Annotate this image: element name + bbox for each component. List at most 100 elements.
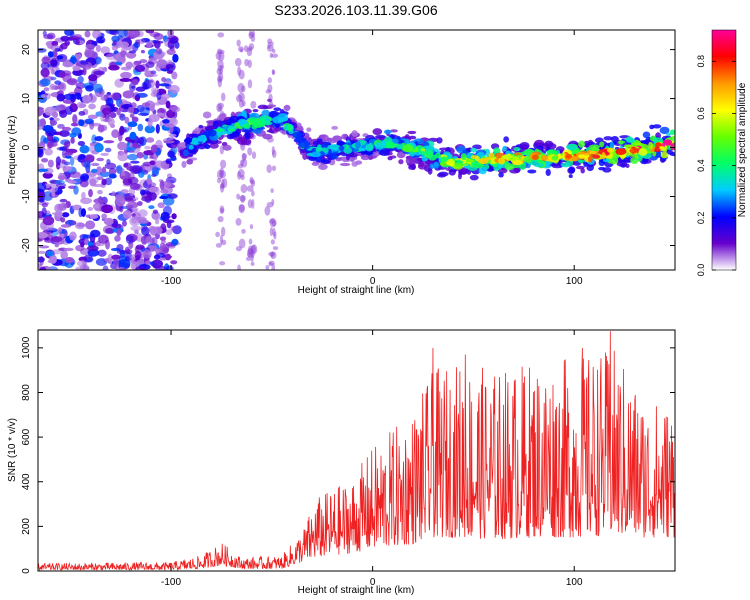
spectrogram-noise-blob (78, 207, 83, 218)
spectrogram-streak-blob (247, 199, 253, 209)
spectrogram-noise-blob (151, 211, 160, 220)
spectrogram-streak-blob (217, 216, 224, 223)
spectrogram-noise-blob (95, 243, 106, 247)
spectrogram-noise-blob (80, 241, 85, 248)
spectrogram-ridge-blob (188, 144, 194, 150)
spectrogram-x-tick-label: 100 (566, 276, 583, 287)
spectrogram-noise-blob (65, 155, 72, 159)
spectrogram-noise-blob (128, 30, 141, 38)
spectrogram-ridge-blob (186, 158, 194, 165)
spectrogram-ridge-blob (497, 157, 505, 165)
spectrogram-noise-blob (75, 266, 88, 270)
spectrogram-noise-blob (145, 30, 155, 34)
spectrogram-noise-blob (159, 180, 165, 190)
spectrogram-ridge-blob (466, 159, 475, 163)
spectrogram-noise-blob (84, 49, 93, 58)
spectrogram-streak-blob (267, 84, 273, 93)
spectrogram-noise-blob (42, 125, 54, 132)
spectrogram-noise-blob (41, 158, 49, 163)
spectrogram-streak-blob (271, 53, 279, 58)
spectrogram-streak-blob (238, 69, 245, 80)
spectrogram-noise-blob (103, 140, 115, 144)
spectrogram-noise-blob (84, 30, 91, 38)
spectrogram-ridge-blob (570, 155, 580, 162)
spectrogram-noise-blob (150, 144, 158, 154)
spectrogram-noise-blob (43, 34, 54, 40)
spectrogram-noise-blob (145, 260, 152, 265)
snr-y-label: SNR (10 * v/v) (7, 418, 18, 482)
spectrogram-noise-blob (84, 118, 94, 125)
spectrogram-noise-blob (93, 70, 105, 76)
spectrogram-streak-blob (238, 238, 246, 249)
spectrogram-streak-blob (217, 102, 224, 109)
spectrogram-noise-blob (125, 51, 137, 59)
spectrogram-noise-blob (39, 118, 46, 127)
spectrogram-noise-blob (116, 108, 121, 116)
spectrogram-noise-blob (100, 152, 109, 156)
spectrogram-noise-blob (71, 127, 82, 136)
spectrogram-noise-blob (85, 85, 94, 92)
spectrogram-ridge-blob (568, 166, 576, 174)
spectrogram-ridge-blob (551, 155, 559, 161)
spectrogram-noise-blob (141, 226, 150, 236)
spectrogram-ridge-blob (540, 155, 549, 161)
spectrogram-noise-blob (47, 159, 54, 168)
spectrogram-y-tick-label: 10 (21, 93, 32, 105)
spectrogram-noise-blob (63, 247, 74, 252)
spectrogram-noise-blob (95, 44, 101, 53)
spectrogram-noise-blob (116, 164, 123, 175)
spectrogram-streak-blob (244, 58, 249, 67)
spectrogram-streak-blob (251, 151, 257, 159)
spectrogram-noise-blob (99, 171, 111, 178)
spectrogram-noise-blob (168, 84, 180, 94)
spectrogram-ridge-blob (383, 129, 392, 135)
colorbar-label: Normalized spectral amplitude (737, 82, 748, 217)
spectrogram-noise-blob (148, 187, 159, 193)
spectrogram-ridge-blob (649, 124, 655, 130)
spectrogram-noise-blob (131, 216, 138, 224)
spectrogram-noise-blob (79, 179, 89, 188)
spectrogram-ridge-blob (592, 154, 601, 159)
spectrogram-noise-blob (69, 156, 75, 166)
spectrogram-noise-blob (151, 259, 164, 269)
spectrogram-noise-blob (135, 233, 143, 242)
spectrogram-noise-blob (111, 254, 121, 260)
spectrogram-ridge-blob (191, 137, 199, 145)
spectrogram-ridge-blob (626, 137, 635, 143)
spectrogram-streak-blob (237, 46, 244, 52)
spectrogram-noise-blob (125, 234, 134, 244)
spectrogram-ridge-blob (351, 130, 358, 137)
spectrogram-noise-blob (169, 37, 177, 44)
spectrogram-noise-blob (89, 214, 99, 219)
spectrogram-noise-blob (169, 156, 177, 162)
spectrogram-noise-blob (159, 195, 169, 200)
spectrogram-ridge-blob (311, 161, 320, 167)
spectrogram-ridge-blob (296, 126, 304, 132)
spectrogram-noise-blob (141, 81, 152, 90)
spectrogram-ridge-blob (241, 129, 252, 133)
spectrogram-streak-blob (243, 45, 249, 53)
spectrogram-streak-blob (217, 77, 222, 88)
spectrogram-streak-blob (219, 159, 227, 169)
spectrogram-y-ticks: -20 -10 0 10 20 (21, 44, 675, 253)
spectrogram-noise-blob (108, 173, 117, 179)
spectrogram-noise-blob (130, 160, 140, 164)
spectrogram-noise-blob (84, 220, 96, 230)
spectrogram-noise-blob (59, 198, 68, 203)
colorbar-tick-label: 0.0 (696, 264, 706, 277)
spectrogram-noise-blob (96, 157, 105, 162)
spectrogram-streak-blob (272, 246, 279, 251)
spectrogram-noise-blob (38, 141, 46, 150)
spectrogram-noise-blob (61, 149, 67, 159)
spectrogram-noise-blob (100, 46, 111, 55)
spectrogram-ridge-blob (318, 163, 328, 170)
spectrogram-noise-blob (69, 231, 77, 241)
spectrogram-noise-blob (93, 197, 106, 205)
spectrogram-streak-blob (219, 205, 225, 215)
snr-y-tick-label: 200 (21, 518, 32, 535)
spectrogram-noise-blob (56, 93, 66, 102)
spectrogram-noise-blob (55, 156, 61, 166)
spectrogram-noise-blob (84, 238, 90, 246)
spectrogram-ridge-blob (250, 120, 256, 124)
spectrogram-noise-blob (94, 143, 104, 153)
